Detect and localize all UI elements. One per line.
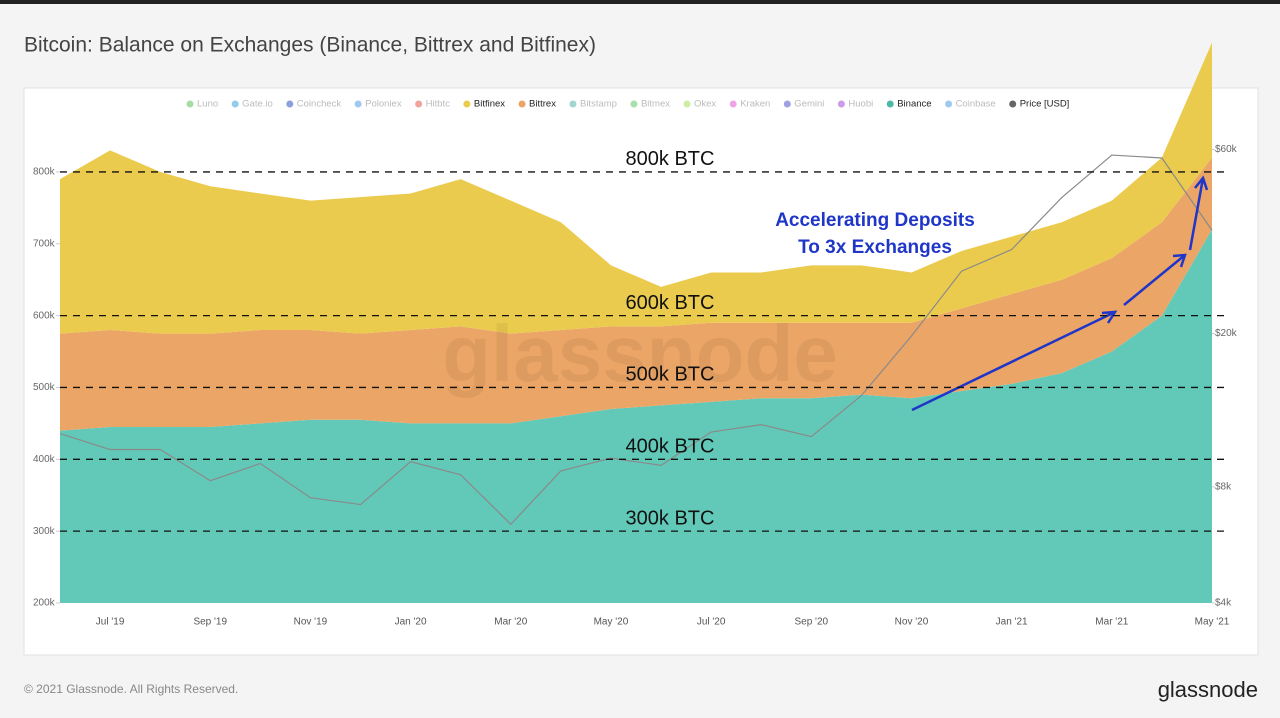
y-tick-label: 800k — [33, 167, 56, 178]
legend-item: Poloniex — [354, 99, 402, 110]
x-tick-label: Nov '20 — [895, 617, 929, 628]
legend-label: Binance — [897, 99, 931, 110]
logo: glassnode — [1158, 677, 1258, 702]
legend-label: Okex — [694, 99, 716, 110]
x-tick-label: May '20 — [594, 617, 629, 628]
footer: © 2021 Glassnode. All Rights Reserved. — [24, 682, 238, 696]
legend-swatch — [630, 100, 638, 108]
legend-item: Gate.io — [231, 99, 273, 110]
annotation: To 3x Exchanges — [798, 237, 952, 258]
area-binance — [60, 229, 1212, 603]
y-tick-label: 400k — [33, 454, 56, 465]
legend-item: Bitmex — [630, 99, 670, 110]
legend-swatch — [683, 100, 691, 108]
x-tick-label: Nov '19 — [294, 617, 328, 628]
y-tick-label: 500k — [33, 382, 56, 393]
legend-swatch — [837, 100, 845, 108]
legend-item: Bitstamp — [569, 99, 617, 110]
annotation: Accelerating Deposits — [775, 210, 975, 231]
legend-label: Bitmex — [641, 99, 670, 110]
legend-swatch — [415, 100, 423, 108]
watermark: glassnode — [442, 309, 838, 398]
y2-tick-label: $60k — [1215, 144, 1238, 155]
plot-area — [59, 42, 1213, 603]
area-bitfinex — [60, 42, 1212, 334]
legend-swatch — [354, 100, 362, 108]
legend-swatch — [569, 100, 577, 108]
legend-label: Coincheck — [297, 99, 342, 110]
x-tick-label: Sep '19 — [193, 617, 227, 628]
chart-title: Bitcoin: Balance on Exchanges (Binance, … — [24, 34, 596, 57]
legend-label: Gemini — [794, 99, 824, 110]
legend-label: Luno — [197, 99, 218, 110]
reference-label: 300k BTC — [626, 507, 715, 529]
y2-tick-label: $4k — [1215, 598, 1232, 609]
legend-label: Price [USD] — [1020, 99, 1070, 110]
top-bar — [0, 0, 1280, 4]
legend-swatch — [1009, 100, 1017, 108]
x-tick-label: Mar '20 — [494, 617, 527, 628]
x-tick-label: Sep '20 — [794, 617, 828, 628]
legend-item: Coinbase — [945, 99, 996, 110]
y-tick-label: 200k — [33, 598, 56, 609]
x-tick-label: Jul '19 — [96, 617, 125, 628]
y-tick-label: 700k — [33, 238, 56, 249]
legend-label: Poloniex — [365, 99, 402, 110]
legend-item: Gemini — [783, 99, 824, 110]
area-bittrex — [60, 157, 1212, 431]
legend-label: Coinbase — [956, 99, 996, 110]
legend-swatch — [286, 100, 294, 108]
legend-item: Hitbtc — [415, 99, 450, 110]
reference-label: 500k BTC — [626, 364, 715, 386]
legend-swatch — [231, 100, 239, 108]
legend-item: Kraken — [729, 99, 770, 110]
y2-tick-label: $8k — [1215, 482, 1232, 493]
legend-label: Bitfinex — [474, 99, 505, 110]
legend-item: Bittrex — [518, 99, 556, 110]
reference-label: 600k BTC — [626, 292, 715, 314]
x-tick-label: Jan '20 — [395, 617, 427, 628]
legend-swatch — [945, 100, 953, 108]
legend-item: Coincheck — [286, 99, 341, 110]
y-tick-label: 600k — [33, 310, 56, 321]
legend-item: Huobi — [837, 99, 873, 110]
legend-label: Gate.io — [242, 99, 273, 110]
legend-swatch — [729, 100, 737, 108]
y2-tick-label: $20k — [1215, 328, 1238, 339]
legend-swatch — [886, 100, 894, 108]
legend-swatch — [463, 100, 471, 108]
y-tick-label: 300k — [33, 526, 56, 537]
reference-label: 800k BTC — [626, 148, 715, 170]
price-line — [59, 154, 1213, 526]
annotation-arrows — [911, 175, 1209, 412]
x-tick-label: Jul '20 — [697, 617, 726, 628]
legend-item: Luno — [186, 99, 218, 110]
legend-item: Bitfinex — [463, 99, 505, 110]
legend-label: Hitbtc — [426, 99, 451, 110]
legend: Luno Gate.io Coincheck Poloniex Hitbtc Bitfin… — [186, 99, 1069, 110]
legend-item: Price [USD] — [1009, 99, 1069, 110]
legend-item: Okex — [683, 99, 716, 110]
x-tick-label: Mar '21 — [1095, 617, 1128, 628]
reference-label: 400k BTC — [626, 436, 715, 458]
legend-swatch — [783, 100, 791, 108]
legend-label: Kraken — [740, 99, 770, 110]
legend-item: Binance — [886, 99, 932, 110]
legend-label: Bittrex — [529, 99, 556, 110]
legend-swatch — [186, 100, 194, 108]
x-tick-label: May '21 — [1195, 617, 1230, 628]
legend-label: Bitstamp — [580, 99, 617, 110]
legend-swatch — [518, 100, 526, 108]
legend-label: Huobi — [848, 99, 873, 110]
x-tick-label: Jan '21 — [996, 617, 1028, 628]
